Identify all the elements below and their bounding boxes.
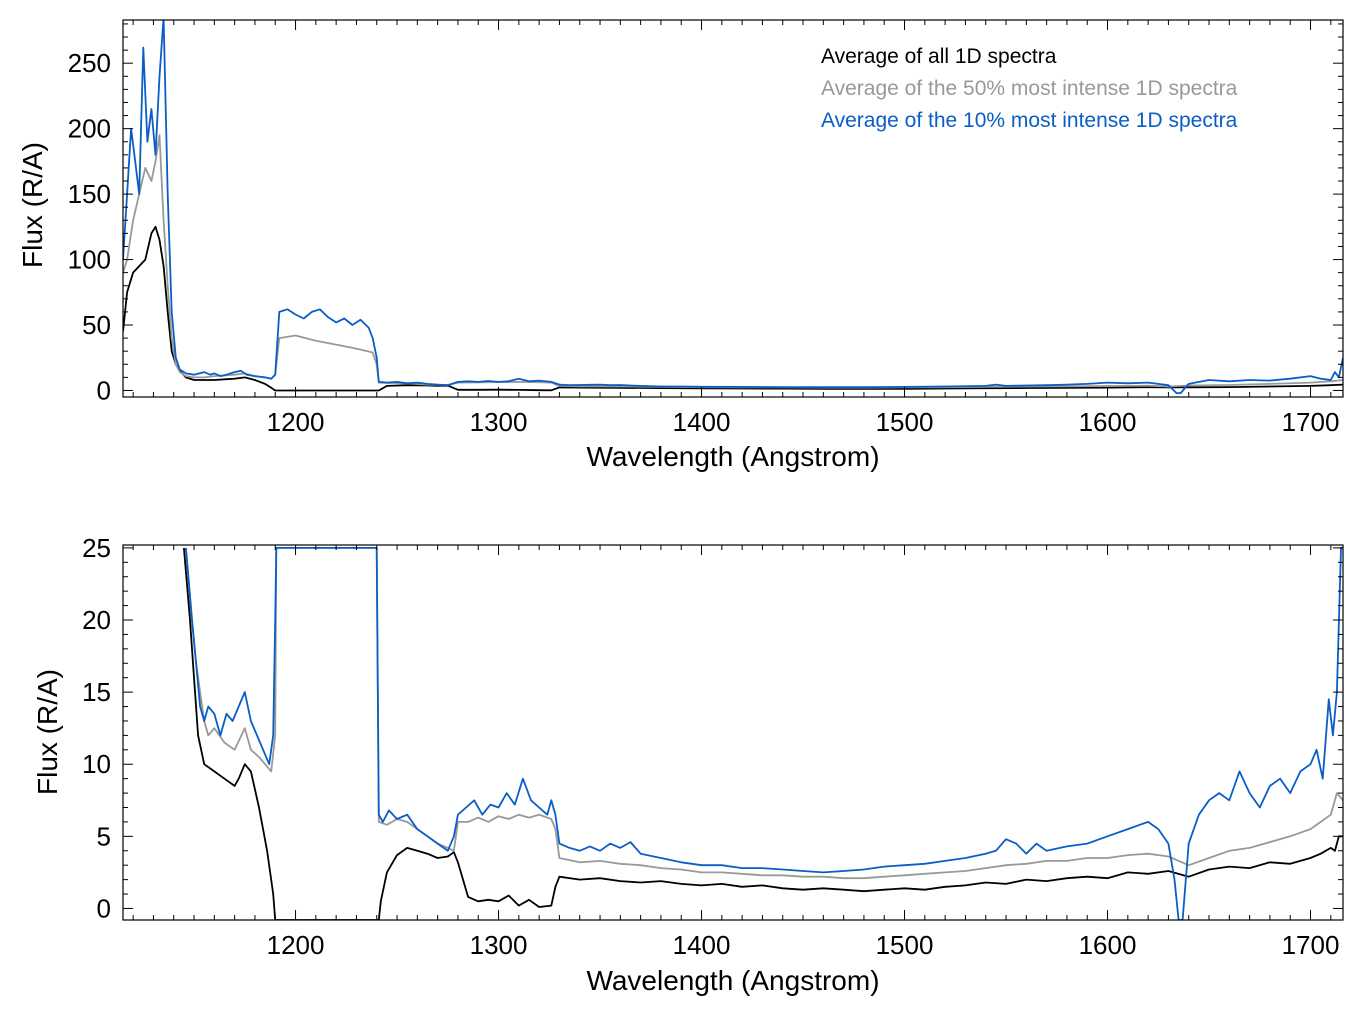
top-plot-frame bbox=[122, 19, 1344, 398]
bottom-panel: Wavelength (Angstrom) Flux (R/A) 1200 130… bbox=[32, 533, 1344, 996]
bottom-plot-frame bbox=[122, 544, 1344, 921]
bottom-y-axis-title: Flux (R/A) bbox=[32, 669, 63, 795]
bottom-x-axis-title: Wavelength (Angstrom) bbox=[586, 965, 879, 996]
bottom-y-tick-label: 25 bbox=[82, 533, 111, 563]
legend-entry-all: Average of all 1D spectra bbox=[821, 45, 1057, 68]
top-x-axis-title: Wavelength (Angstrom) bbox=[586, 441, 879, 472]
top-series-line-10pct bbox=[123, 20, 1343, 395]
top-panel: Wavelength (Angstrom) Flux (R/A) Average… bbox=[17, 19, 1344, 472]
top-x-tick-label: 1500 bbox=[876, 407, 934, 437]
bottom-y-tick-label: 5 bbox=[97, 821, 111, 851]
top-x-tick-label: 1600 bbox=[1079, 407, 1137, 437]
top-y-tick-label: 100 bbox=[68, 245, 111, 275]
top-series-line-all bbox=[123, 225, 1343, 392]
bottom-y-tick-label: 0 bbox=[97, 893, 111, 923]
bottom-x-tick-label: 1500 bbox=[876, 930, 934, 960]
top-x-tick-label: 1200 bbox=[267, 407, 325, 437]
bottom-x-tick-label: 1600 bbox=[1079, 930, 1137, 960]
bottom-series-line-50pct bbox=[185, 547, 1343, 880]
top-x-tick-label: 1400 bbox=[673, 407, 731, 437]
bottom-x-tick-label: 1200 bbox=[267, 930, 325, 960]
bottom-x-tick-label: 1700 bbox=[1282, 930, 1340, 960]
top-x-tick-label: 1700 bbox=[1282, 407, 1340, 437]
bottom-y-tick-label: 20 bbox=[82, 605, 111, 635]
bottom-x-tick-label: 1400 bbox=[673, 930, 731, 960]
bottom-series-line-10pct bbox=[185, 547, 1343, 920]
top-y-tick-label: 200 bbox=[68, 114, 111, 144]
top-ticks: 1200 1300 1400 1500 1600 1700 0 50 100 150 200 250 bbox=[68, 20, 1343, 437]
bottom-y-tick-label: 10 bbox=[82, 749, 111, 779]
legend-entry-10pct: Average of the 10% most intense 1D spect… bbox=[821, 109, 1238, 132]
top-y-tick-label: 0 bbox=[97, 375, 111, 405]
top-y-tick-label: 250 bbox=[68, 48, 111, 78]
legend: Average of all 1D spectra Average of the… bbox=[821, 45, 1238, 132]
bottom-ticks: 1200 1300 1400 1500 1600 1700 0 5 10 15 20 25 bbox=[82, 533, 1343, 960]
top-y-tick-label: 150 bbox=[68, 179, 111, 209]
top-y-tick-label: 50 bbox=[82, 310, 111, 340]
top-series-group bbox=[123, 20, 1343, 395]
bottom-x-tick-label: 1300 bbox=[470, 930, 528, 960]
bottom-series-line-all bbox=[183, 547, 1343, 920]
legend-entry-50pct: Average of the 50% most intense 1D spect… bbox=[821, 77, 1238, 100]
top-y-axis-title: Flux (R/A) bbox=[17, 142, 48, 268]
bottom-y-tick-label: 15 bbox=[82, 677, 111, 707]
top-series-line-50pct bbox=[123, 134, 1343, 389]
top-x-tick-label: 1300 bbox=[470, 407, 528, 437]
bottom-series-group bbox=[183, 547, 1343, 920]
